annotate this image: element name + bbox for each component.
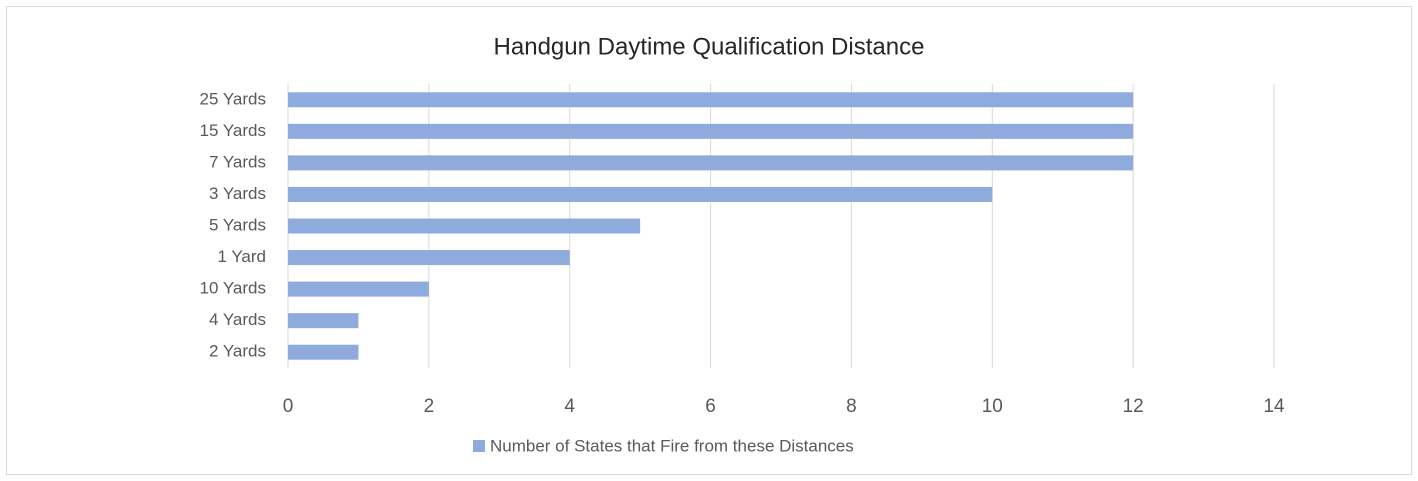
y-tick-label: 1 Yard (217, 247, 266, 266)
y-tick-label: 2 Yards (209, 342, 266, 361)
bar (288, 313, 359, 329)
y-tick-label: 4 Yards (209, 310, 266, 329)
bar (288, 155, 1134, 171)
bar (288, 123, 1134, 139)
legend-swatch (473, 440, 485, 452)
x-tick-label: 6 (705, 396, 716, 417)
bar (288, 186, 993, 202)
x-tick-label: 10 (982, 396, 1003, 417)
bar (288, 281, 429, 297)
bar (288, 344, 359, 360)
bar (288, 218, 641, 234)
y-tick-label: 10 Yards (200, 279, 266, 298)
x-tick-label: 12 (1123, 396, 1144, 417)
x-tick-label: 4 (564, 396, 575, 417)
y-tick-label: 25 Yards (200, 89, 266, 108)
y-tick-label: 3 Yards (209, 184, 266, 203)
bar (288, 250, 570, 266)
x-tick-label: 2 (424, 396, 435, 417)
bar (288, 92, 1134, 108)
chart-title: Handgun Daytime Qualification Distance (494, 33, 925, 60)
x-tick-label: 0 (283, 396, 294, 417)
y-tick-label: 7 Yards (209, 152, 266, 171)
x-tick-label: 8 (846, 396, 857, 417)
y-tick-label: 5 Yards (209, 215, 266, 234)
legend-label: Number of States that Fire from these Di… (490, 436, 854, 455)
chart-frame (6, 6, 1412, 475)
x-tick-label: 14 (1263, 396, 1285, 417)
y-tick-label: 15 Yards (200, 121, 266, 140)
